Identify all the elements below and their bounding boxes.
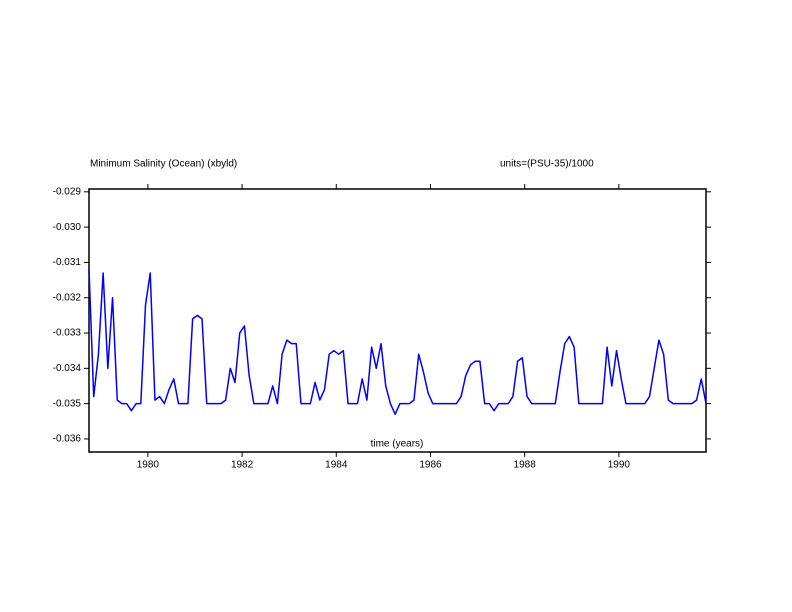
y-tick-label: -0.030 xyxy=(53,222,82,233)
x-tick-label: 1990 xyxy=(608,460,631,471)
units-label: units=(PSU-35)/1000 xyxy=(500,159,594,170)
x-tick-label: 1988 xyxy=(514,460,537,471)
x-tick-label: 1984 xyxy=(325,460,348,471)
x-axis-label: time (years) xyxy=(371,439,424,450)
x-tick-label: 1982 xyxy=(231,460,254,471)
y-tick-label: -0.035 xyxy=(53,398,82,409)
y-tick-label: -0.032 xyxy=(53,292,82,303)
y-tick-label: -0.029 xyxy=(53,186,82,197)
x-tick-label: 1986 xyxy=(419,460,442,471)
y-tick-label: -0.033 xyxy=(53,328,82,339)
plot-frame xyxy=(88,188,707,453)
y-tick-label: -0.034 xyxy=(53,363,82,374)
x-tick-label: 1980 xyxy=(137,460,160,471)
chart-title: Minimum Salinity (Ocean) (xbyld) xyxy=(90,159,237,170)
data-line xyxy=(88,269,707,415)
y-tick-label: -0.031 xyxy=(53,257,82,268)
y-tick-label: -0.036 xyxy=(53,434,82,445)
